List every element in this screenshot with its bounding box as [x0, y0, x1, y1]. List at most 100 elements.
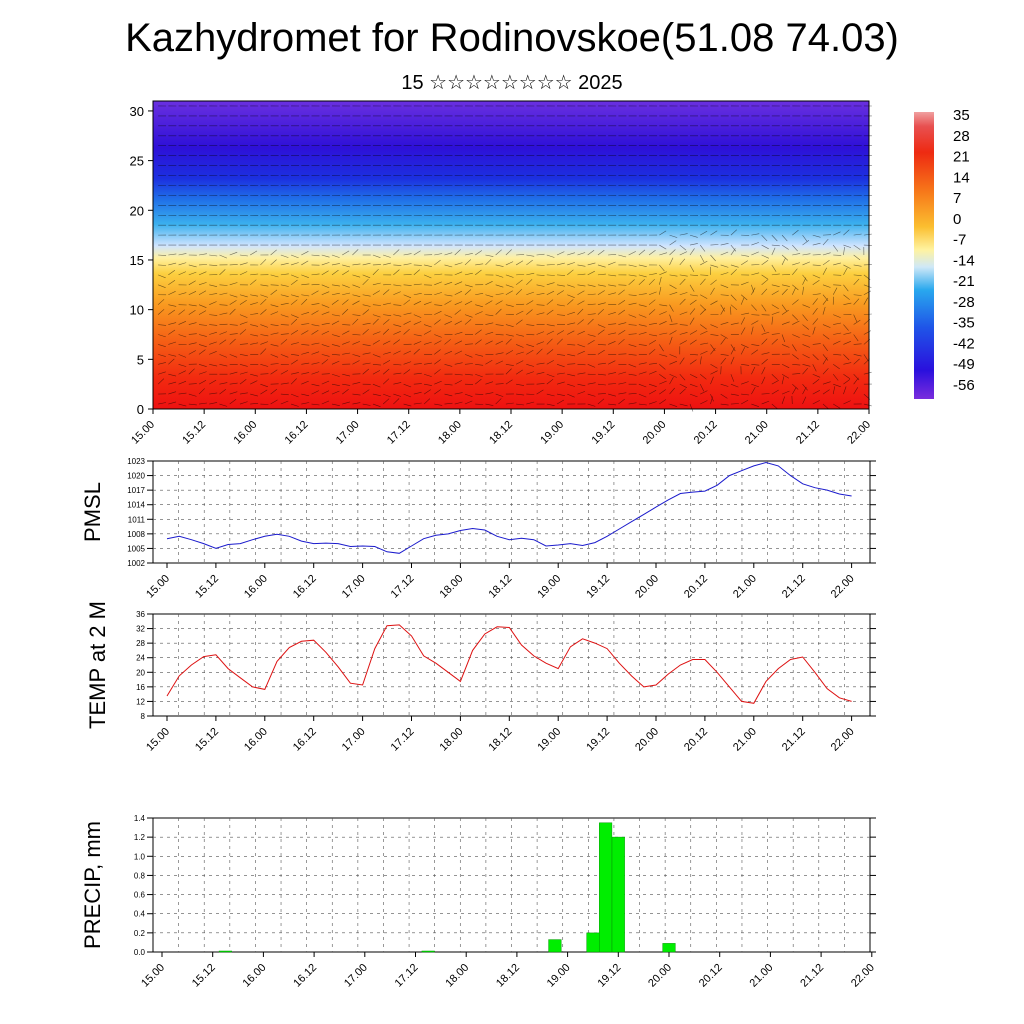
- wind-barb: [475, 250, 482, 256]
- wind-barb: [679, 311, 688, 315]
- wind-barb: [863, 371, 872, 375]
- wind-barb: [587, 303, 596, 305]
- wind-barb: [403, 393, 412, 398]
- wind-barb: [454, 373, 463, 376]
- wind-barb: [689, 274, 699, 276]
- wind-barb: [556, 314, 566, 316]
- wind-barb: [178, 262, 187, 266]
- wind-barb: [444, 402, 453, 405]
- wind-barb: [730, 304, 738, 311]
- wind-barb: [475, 354, 484, 357]
- x-tick-label: 20.00: [633, 573, 661, 601]
- wind-barb: [505, 261, 514, 266]
- wind-barb: [618, 338, 625, 345]
- wind-barb: [781, 344, 790, 348]
- wind-barb: [158, 344, 166, 347]
- wind-barb: [710, 396, 713, 405]
- wind-barb: [311, 362, 320, 365]
- wind-barb: [597, 264, 606, 268]
- wind-barb: [720, 272, 729, 276]
- wind-barb: [689, 264, 695, 273]
- wind-barb: [659, 399, 667, 405]
- wind-barb: [659, 373, 666, 380]
- wind-barb: [720, 366, 722, 375]
- wind-barb: [311, 290, 319, 296]
- wind-barb: [209, 284, 218, 287]
- x-tick-label: 17.00: [340, 573, 368, 601]
- wind-barb: [352, 393, 361, 396]
- wind-barb: [413, 321, 422, 325]
- wind-barb: [352, 263, 361, 266]
- wind-barb: [802, 368, 809, 375]
- wind-barb: [720, 294, 729, 296]
- wind-barb: [301, 298, 308, 305]
- wind-barb: [843, 362, 852, 365]
- wind-barb: [812, 264, 821, 266]
- wind-barb: [423, 264, 432, 267]
- wind-barb: [710, 334, 719, 336]
- wind-barb: [577, 383, 586, 387]
- wind-barb: [219, 354, 228, 358]
- y-tick-label: 15: [130, 253, 144, 268]
- wind-barb: [648, 339, 657, 345]
- wind-barb: [393, 324, 402, 327]
- wind-barb: [843, 379, 851, 385]
- wind-barb: [720, 322, 729, 325]
- temp-2m-panel: 8 12 16 20 24 28 32 36 15.00 15.12 16.00 16.12 17.00…: [85, 601, 876, 754]
- wind-barb: [178, 392, 187, 395]
- wind-barb: [188, 342, 197, 345]
- wind-barb: [679, 274, 688, 277]
- wind-barb: [669, 240, 677, 246]
- wind-barb: [383, 302, 392, 305]
- wind-barb: [188, 393, 197, 397]
- wind-barb: [740, 399, 749, 405]
- wind-barb: [454, 301, 463, 305]
- wind-barb: [485, 294, 494, 298]
- wind-barb: [679, 233, 688, 236]
- colorbar-label: -28: [953, 294, 975, 311]
- wind-barb: [198, 310, 207, 315]
- wind-barb: [720, 264, 729, 268]
- wind-barb: [556, 364, 565, 368]
- wind-barb: [454, 380, 462, 385]
- wind-barb: [229, 371, 238, 375]
- wind-barb: [536, 264, 545, 266]
- wind-barb: [495, 264, 504, 267]
- wind-barb: [413, 348, 420, 355]
- wind-barb: [198, 304, 207, 308]
- wind-barb: [188, 271, 197, 276]
- wind-barb: [700, 230, 708, 236]
- wind-barb: [321, 270, 329, 276]
- wind-barb: [168, 341, 177, 345]
- wind-barb: [505, 290, 513, 296]
- wind-barb: [710, 300, 718, 305]
- wind-barb: [198, 271, 207, 276]
- wind-barb: [689, 359, 697, 365]
- wind-barb: [444, 281, 453, 286]
- wind-barb: [832, 287, 838, 295]
- y-tick-label: 0.6: [134, 891, 146, 900]
- wind-barb: [608, 323, 617, 325]
- wind-barb: [771, 304, 779, 310]
- wind-barb: [832, 374, 839, 381]
- wind-barb: [444, 264, 453, 268]
- wind-barb: [812, 298, 818, 305]
- wind-barb: [536, 274, 545, 276]
- wind-barb: [597, 383, 606, 386]
- x-tick-label: 16.00: [242, 726, 270, 754]
- wind-barb: [843, 247, 845, 256]
- wind-barb: [567, 322, 576, 325]
- wind-barb: [290, 262, 299, 266]
- wind-barb: [290, 403, 299, 407]
- wind-barb: [352, 300, 360, 305]
- wind-barb: [659, 364, 666, 370]
- wind-barb: [853, 244, 861, 250]
- wind-barb: [843, 354, 850, 361]
- x-tick-label: 19.12: [595, 962, 623, 990]
- wind-barb: [362, 304, 371, 307]
- wind-barb: [219, 403, 228, 407]
- wind-barb: [720, 243, 729, 246]
- wind-barb: [393, 249, 400, 256]
- y-tick-label: 12: [136, 697, 145, 706]
- wind-barb: [168, 322, 177, 325]
